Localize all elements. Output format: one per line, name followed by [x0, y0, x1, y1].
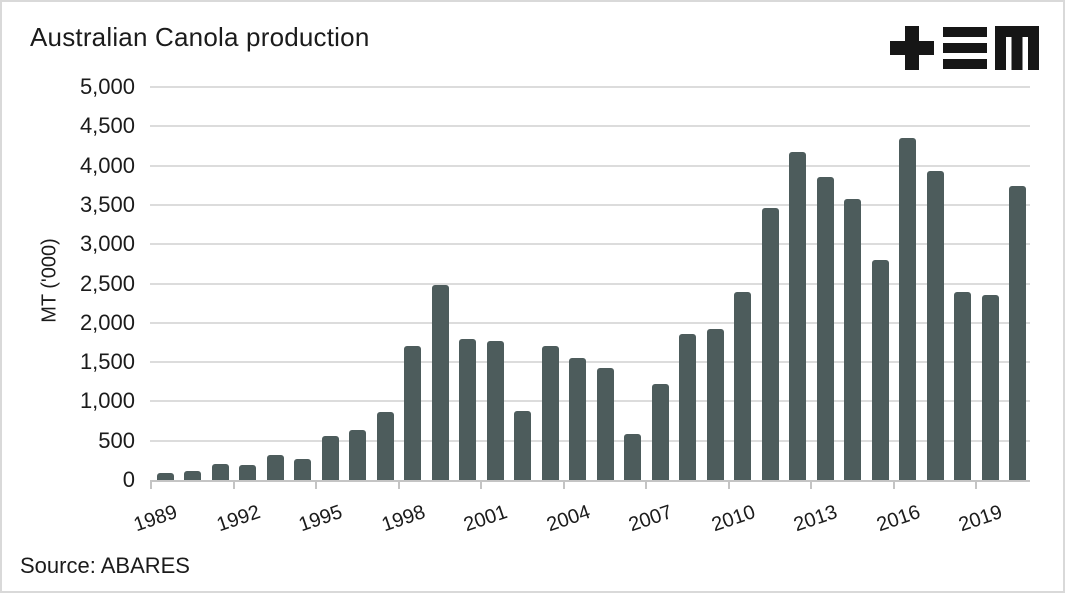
bar-2012	[789, 152, 806, 480]
bar-2005	[596, 367, 614, 480]
gridline	[150, 203, 1030, 206]
bar-2014	[844, 199, 861, 480]
bar-1993	[266, 454, 284, 480]
y-tick-label: 5,000	[79, 74, 135, 99]
x-tick-mark	[727, 482, 730, 489]
y-tick-label: 3,000	[79, 231, 135, 257]
x-tick-label: 1998	[378, 501, 428, 537]
bar-2019	[981, 294, 999, 480]
x-tick-label: 1989	[130, 501, 181, 537]
x-tick-mark	[645, 482, 647, 489]
gridline	[150, 125, 1030, 128]
bar-2003	[541, 345, 559, 480]
bar-1996	[349, 429, 366, 480]
gridline	[150, 164, 1030, 167]
x-tick-label: 2016	[873, 501, 923, 537]
bar-2017	[926, 171, 944, 480]
m-icon	[995, 26, 1039, 70]
bar-2009	[706, 329, 724, 480]
gridline	[150, 86, 1030, 88]
x-tick-label: 2013	[790, 501, 841, 537]
plus-icon	[890, 26, 934, 70]
bar-2010	[734, 292, 751, 480]
x-tick-label: 2010	[708, 501, 758, 537]
x-tick-label: 2001	[460, 501, 511, 537]
y-tick-label: 2,000	[79, 309, 135, 335]
bar-1989	[156, 472, 174, 480]
bar-1992	[239, 465, 256, 480]
bar-2007	[651, 384, 669, 480]
gridline	[150, 400, 1030, 403]
y-tick-label: 4,000	[79, 152, 135, 178]
tem-logo	[890, 26, 1039, 70]
x-tick-mark	[975, 482, 977, 489]
bar-2011	[761, 208, 779, 480]
gridline	[150, 439, 1030, 442]
source-caption: Source: ABARES	[20, 553, 190, 578]
bar-1994	[294, 458, 311, 480]
x-tick-mark	[562, 482, 565, 489]
x-axis-line	[150, 480, 1030, 482]
gridline	[150, 321, 1030, 324]
x-tick-mark	[810, 482, 812, 489]
x-tick-mark	[480, 482, 482, 489]
y-tick-label: 3,500	[79, 191, 135, 217]
gridline	[150, 282, 1030, 285]
x-tick-mark	[232, 482, 235, 489]
bar-1990	[184, 470, 201, 480]
bar-2015	[871, 259, 889, 480]
x-tick-mark	[397, 482, 400, 489]
y-tick-label: 0	[122, 467, 135, 492]
x-tick-mark	[892, 482, 895, 489]
gridline	[150, 243, 1030, 246]
bar-2004	[569, 358, 586, 480]
bar-1999	[431, 285, 449, 480]
x-tick-label: 2019	[955, 501, 1006, 537]
triple-bar-icon	[943, 27, 987, 69]
bar-2000	[459, 338, 476, 480]
x-tick-label: 2004	[543, 501, 593, 537]
bar-2006	[624, 433, 641, 480]
bar-2018	[954, 291, 971, 480]
x-tick-label: 1995	[295, 501, 346, 537]
y-tick-label: 500	[98, 427, 135, 453]
y-tick-label: 4,500	[79, 113, 135, 139]
bar-1991	[211, 464, 229, 480]
gridline	[150, 361, 1030, 364]
bar-1997	[376, 412, 394, 480]
y-tick-label: 1,500	[79, 349, 135, 375]
x-tick-label: 1992	[213, 501, 263, 537]
y-tick-label: 2,500	[79, 270, 135, 296]
x-tick-mark	[150, 482, 152, 489]
bar-2008	[679, 333, 696, 480]
bar-2020	[1009, 186, 1026, 480]
chart-title: Australian Canola production	[30, 22, 370, 52]
bar-2001	[486, 340, 504, 480]
bar-2013	[816, 176, 834, 480]
bar-2002	[514, 410, 531, 480]
x-tick-mark	[315, 482, 317, 489]
bar-2016	[899, 138, 916, 480]
x-tick-label: 2007	[625, 501, 676, 537]
y-tick-label: 1,000	[79, 388, 135, 414]
bar-1995	[321, 435, 339, 480]
bar-1998	[404, 345, 421, 480]
